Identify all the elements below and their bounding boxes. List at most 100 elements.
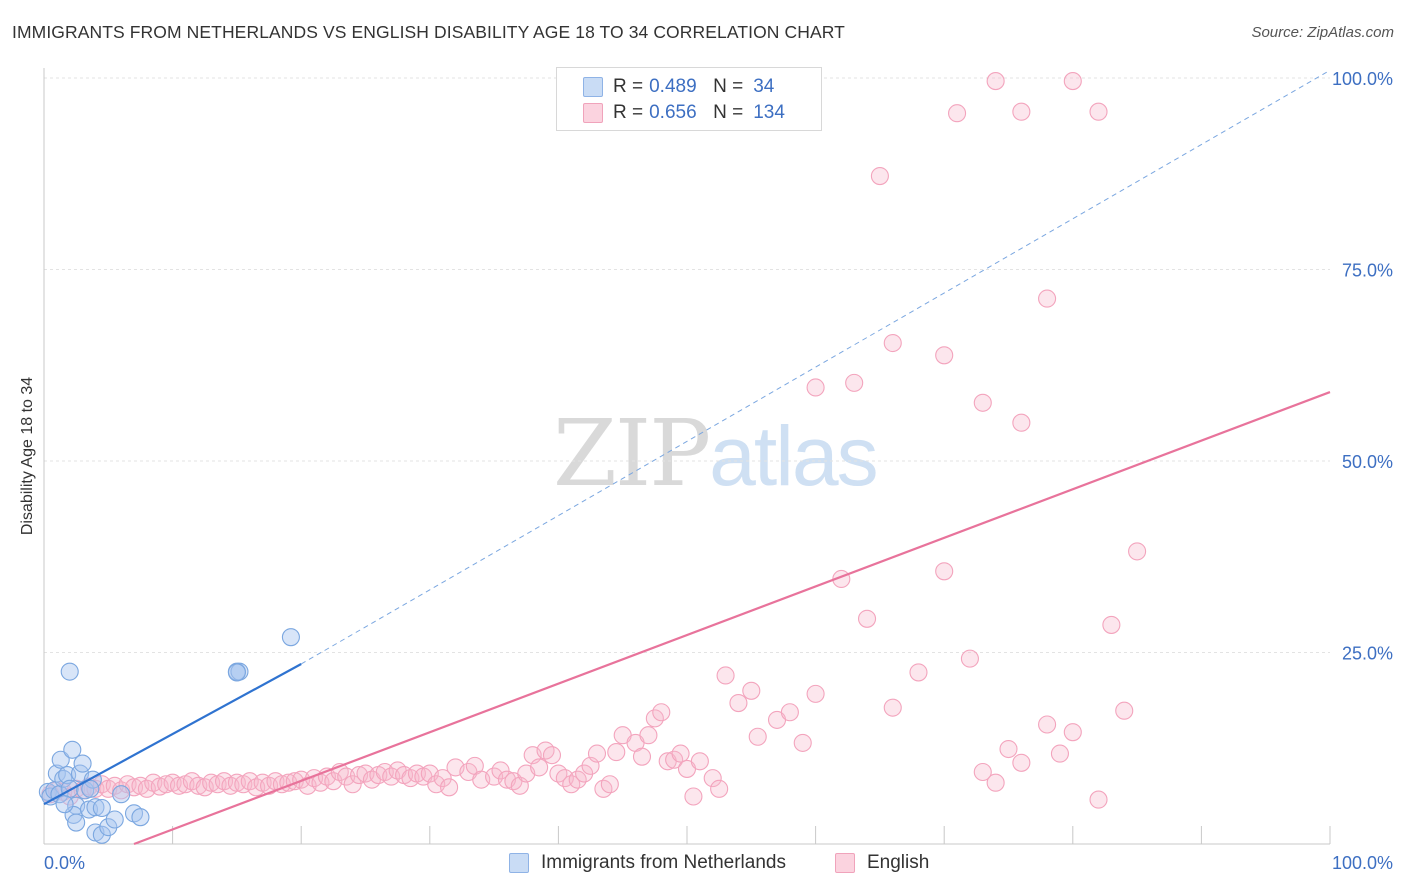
english-point [536,741,555,760]
english-point [960,649,979,668]
legend-r-value: 0.656 [649,102,697,123]
legend-item-netherlands[interactable]: Immigrants from Netherlands [509,852,786,874]
english-point [639,726,658,745]
netherlands-point [67,813,86,832]
english-point [793,733,812,752]
legend-n-label: N = [713,102,744,123]
netherlands-trend-extension [300,69,1331,665]
netherlands-point [227,663,246,682]
english-point [600,775,619,794]
netherlands-point [99,818,118,837]
english-point [1089,102,1108,121]
english-point [562,775,581,794]
x-tick-label: 100.0% [1332,853,1393,873]
english-trend-line [133,391,1331,846]
watermark-atlas: atlas [709,409,878,503]
english-point [1089,790,1108,809]
english-point [857,609,877,628]
english-point [652,703,671,722]
legend-r-label: R = [613,102,644,123]
netherlands-point [63,740,82,759]
english-point [1063,72,1082,91]
legend-item-english[interactable]: English [835,852,929,874]
english-point [948,104,967,123]
english-point [343,775,362,794]
english-point [870,166,889,186]
english-point [491,761,510,780]
english-point [594,779,613,798]
netherlands-point [60,662,79,681]
legend-r-value: 0.489 [649,76,697,97]
legend-label-netherlands: Immigrants from Netherlands [541,852,786,873]
english-point [883,698,902,717]
english-point [684,787,703,806]
english-point [1102,615,1121,634]
english-point [973,762,992,782]
netherlands-point [281,628,300,647]
english-point [632,747,652,766]
english-point [1012,753,1031,772]
english-point [1012,413,1031,432]
legend-n-label: N = [713,76,744,97]
english-point [710,779,729,798]
english-point [1038,289,1057,308]
netherlands-point [131,808,150,827]
netherlands-point [92,825,111,844]
netherlands-point [55,795,74,814]
english-point [1012,102,1031,121]
y-tick-label: 100.0% [1332,69,1393,89]
netherlands-point [60,779,79,798]
english-point [1063,723,1082,742]
english-point [729,694,748,713]
watermark-zip: ZIP [553,400,711,507]
legend-n-value: 34 [753,76,775,97]
legend-swatch-netherlands [583,77,603,97]
english-point [748,727,767,746]
legend-n-value: 134 [753,102,785,123]
english-point [542,746,562,765]
english-point [1115,701,1134,720]
y-tick-label: 75.0% [1342,261,1393,281]
y-tick-label: 50.0% [1342,452,1393,472]
y-axis-label: Disability Age 18 to 34 [19,376,36,536]
netherlands-point [51,750,70,769]
english-point [999,739,1018,759]
y-tick-label: 25.0% [1342,644,1393,664]
english-point [607,743,626,762]
legend-r-label: R = [613,76,644,97]
english-point [690,752,709,771]
legend-label-english: English [867,852,930,873]
english-point [587,744,607,763]
netherlands-point [92,798,111,818]
english-point [433,769,452,788]
netherlands-point [86,798,105,817]
english-point [780,703,799,722]
x-tick-label: 0.0% [44,853,85,873]
english-point [935,562,954,581]
correlation-legend: R = 0.489 N = 34 R = 0.656 N = 134 [556,67,822,131]
english-point [671,744,690,763]
english-point [716,666,735,685]
series-legend: Immigrants from Netherlands English [0,852,1406,878]
english-point [530,758,549,777]
english-point [986,72,1005,91]
english-point [1128,542,1147,561]
watermark: ZIPatlas [553,400,879,507]
netherlands-point [105,810,124,829]
netherlands-point [73,754,92,773]
chart-title: IMMIGRANTS FROM NETHERLANDS VS ENGLISH D… [12,22,845,42]
english-point [1038,715,1057,734]
english-point [440,778,459,797]
english-point [575,764,594,783]
english-point [703,769,722,788]
english-point [549,764,568,783]
english-point [845,373,864,392]
english-point [806,378,825,397]
legend-row-netherlands: R = 0.489 N = 34 [583,74,774,100]
english-point [883,333,902,353]
source-credit: Source: ZipAtlas.com [1251,24,1394,41]
english-point [986,773,1005,792]
netherlands-trend-line [43,663,302,806]
english-point [909,663,928,682]
